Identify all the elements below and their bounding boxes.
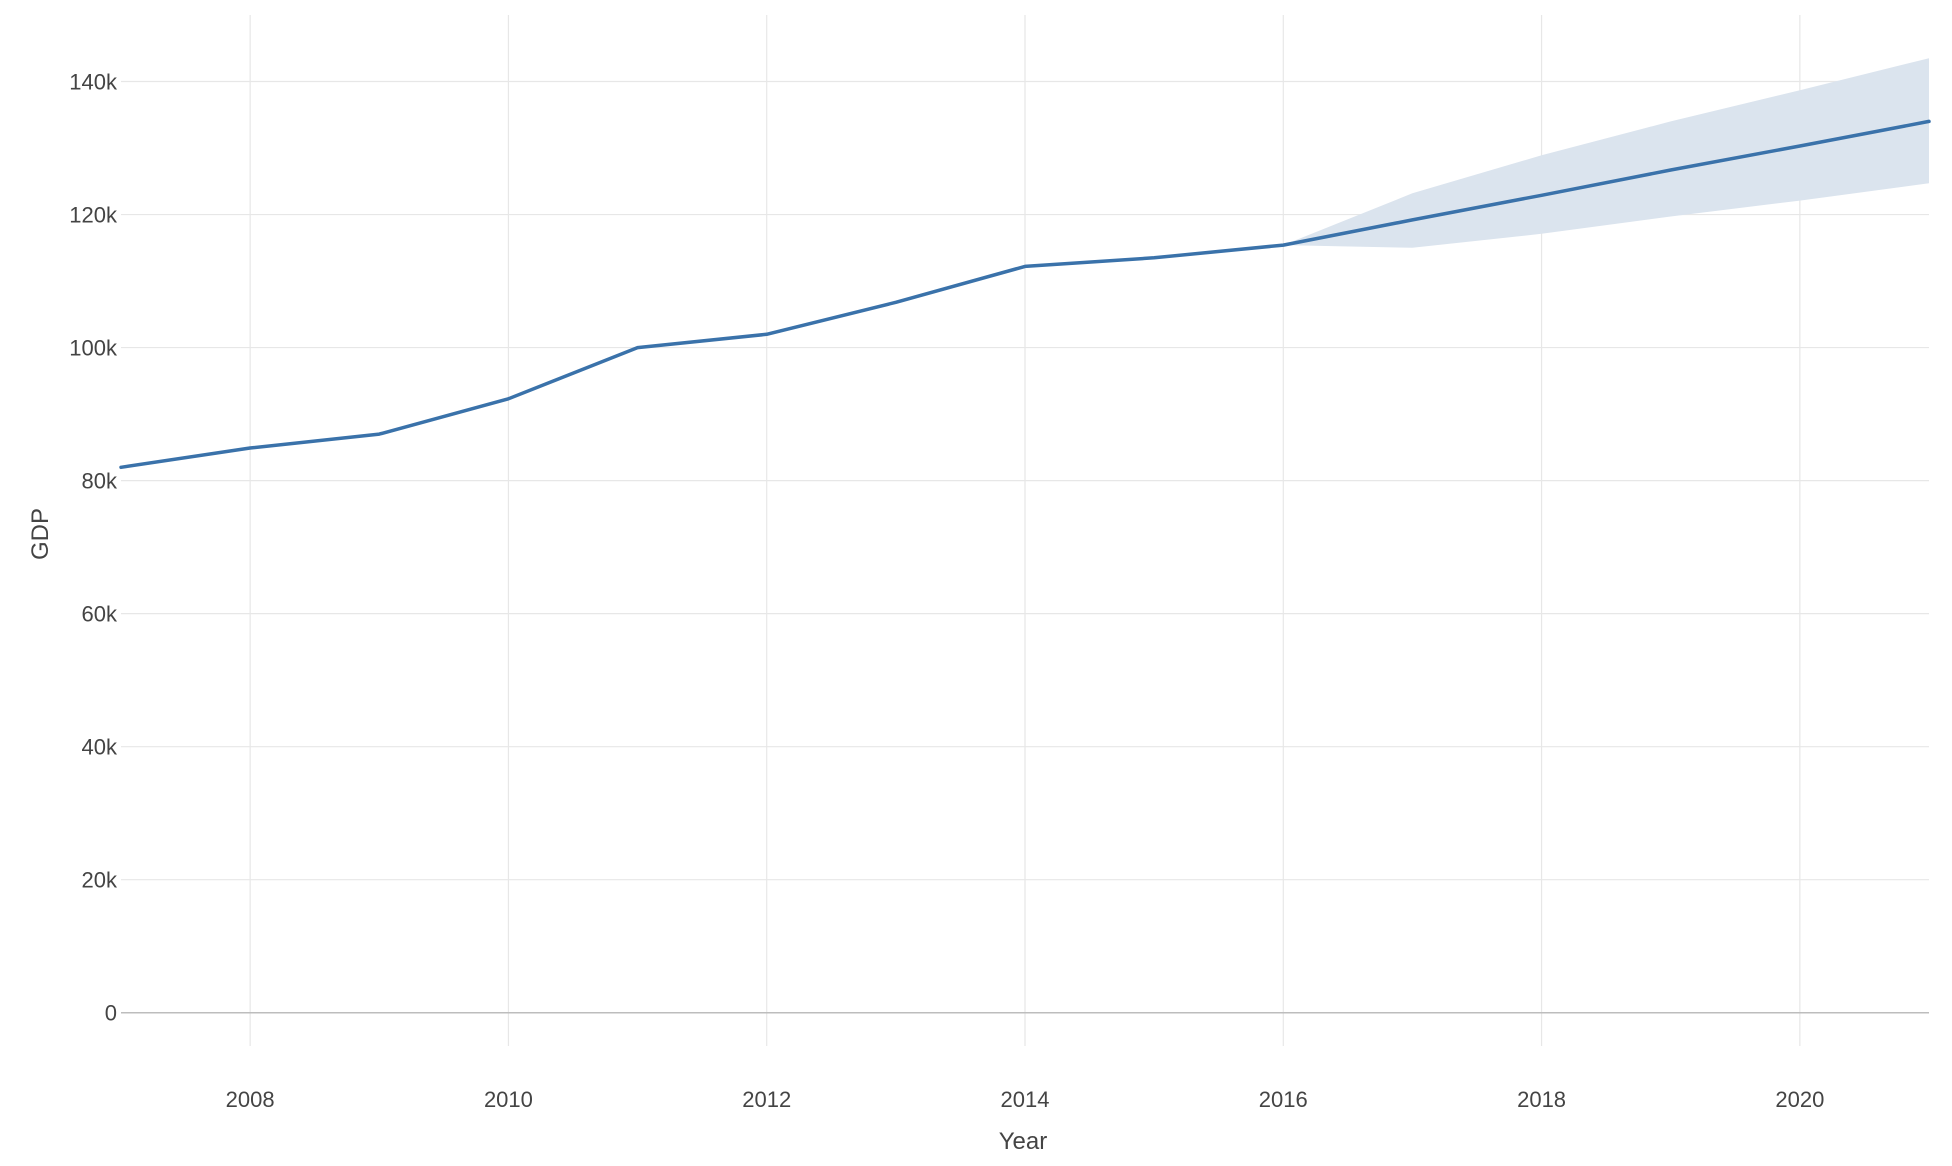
y-tick-label: 100k [69, 336, 118, 361]
y-tick-label: 40k [82, 735, 118, 760]
x-tick-label: 2008 [226, 1087, 275, 1112]
band-layer [1283, 58, 1929, 248]
gdp-series-line [119, 119, 1931, 470]
x-tick-label: 2018 [1517, 1087, 1566, 1112]
y-tick-label: 0 [105, 1001, 117, 1026]
x-tick-label: 2020 [1775, 1087, 1824, 1112]
y-tick-label: 60k [82, 602, 118, 627]
axis-layer: 2008 2010 2012 2014 2016 2018 2020 0 20k 40k 60k 80… [69, 70, 1824, 1112]
y-axis-title: GDP [27, 508, 54, 560]
x-tick-label: 2012 [742, 1087, 791, 1112]
line-layer [119, 119, 1931, 470]
x-tick-label: 2016 [1259, 1087, 1308, 1112]
x-tick-label: 2010 [484, 1087, 533, 1112]
y-tick-label: 120k [69, 203, 118, 228]
x-tick-label: 2014 [1001, 1087, 1050, 1112]
y-tick-label: 80k [82, 469, 118, 494]
y-tick-label: 140k [69, 70, 118, 95]
y-tick-label: 20k [82, 868, 118, 893]
forecast-confidence-band [1283, 58, 1929, 248]
x-axis-title: Year [999, 1128, 1048, 1155]
